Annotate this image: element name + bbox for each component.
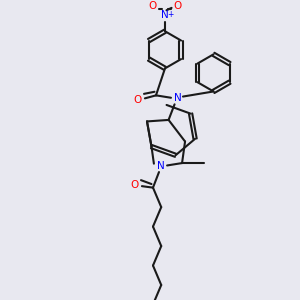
Text: N: N (161, 10, 169, 20)
Text: N: N (174, 93, 182, 103)
Text: O: O (173, 2, 182, 11)
Text: N: N (157, 161, 164, 171)
Text: +: + (167, 10, 174, 19)
Text: O: O (148, 2, 157, 11)
Text: O: O (130, 180, 139, 190)
Text: O: O (133, 95, 142, 105)
